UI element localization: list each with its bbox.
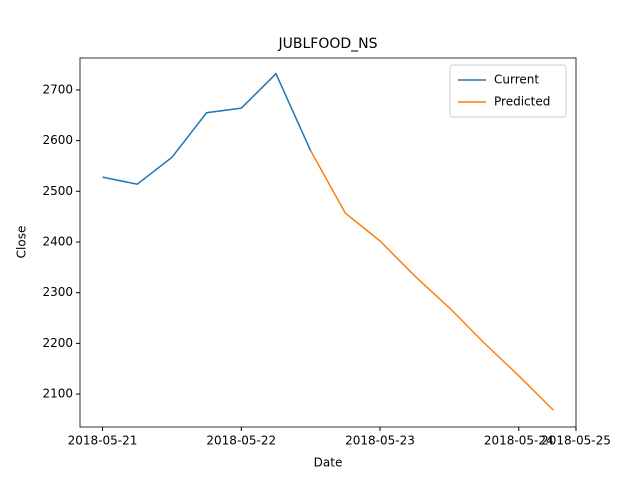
plot-frame (79, 57, 577, 428)
y-tick-label: 2700 (42, 82, 73, 96)
y-tick-label: 2300 (42, 285, 73, 299)
y-tick-label: 2200 (42, 336, 73, 350)
y-axis-label: Close (15, 226, 29, 259)
x-axis-label: Date (314, 456, 343, 470)
x-tick-label: 2018-05-24 (484, 434, 554, 448)
x-tick-label: 2018-05-22 (206, 434, 276, 448)
chart-title: JUBLFOOD_NS (277, 36, 377, 52)
line (310, 150, 554, 411)
y-tick-label: 2500 (42, 184, 73, 198)
y-tick-label: 2400 (42, 234, 73, 248)
x-tick-label: 2018-05-25 (541, 434, 611, 448)
line (102, 72, 312, 186)
y-tick-label: 2100 (42, 387, 73, 401)
legend-label: Predicted (494, 95, 550, 109)
legend-box (449, 64, 567, 118)
x-tick-label: 2018-05-21 (68, 434, 138, 448)
legend-label: Current (494, 73, 539, 87)
x-tick-label: 2018-05-23 (345, 434, 415, 448)
y-tick-label: 2600 (42, 133, 73, 147)
